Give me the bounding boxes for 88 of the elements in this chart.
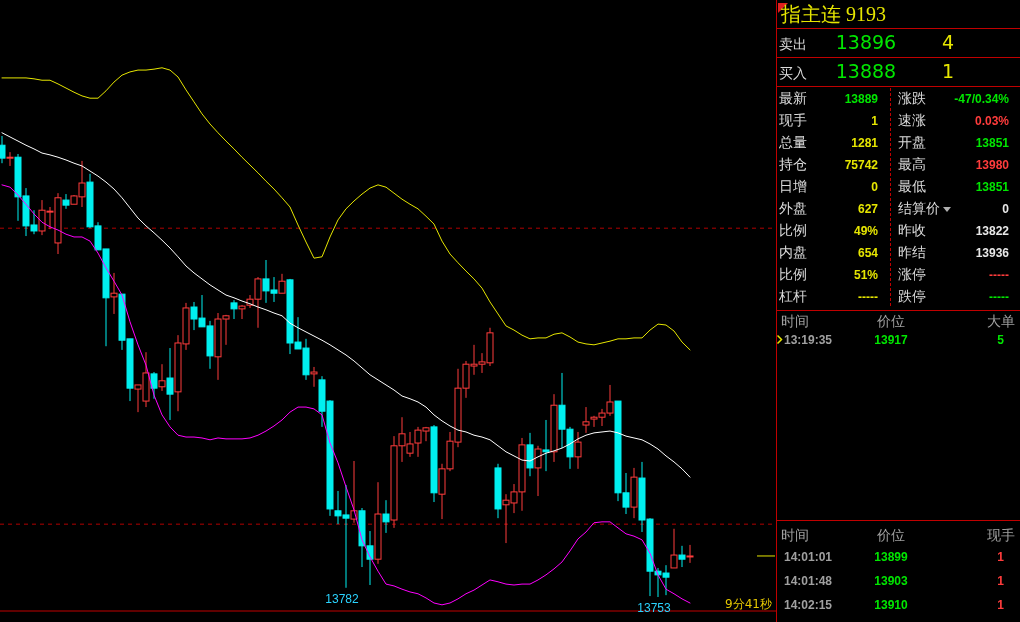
text: 13936: [975, 246, 1010, 260]
text: 最低: [898, 178, 926, 194]
text: 9分41秒: [725, 597, 772, 611]
text: 14:01:48: [784, 574, 833, 588]
candlestick: [278, 273, 286, 294]
candlestick: [670, 528, 678, 569]
text: 最新: [779, 90, 807, 106]
text: 指主连 9193: [780, 3, 886, 25]
candlestick: [350, 460, 358, 524]
candlestick: [310, 366, 318, 388]
text: -----: [858, 290, 878, 304]
text: 涨停: [898, 266, 926, 282]
text: 总量: [778, 134, 807, 150]
text: 13822: [975, 224, 1010, 238]
text: 0: [1002, 202, 1010, 216]
text: 4: [941, 31, 955, 53]
text: 654: [857, 246, 879, 260]
text: 14:01:01: [784, 550, 833, 564]
text: 13889: [844, 92, 879, 106]
text: 5: [997, 333, 1005, 347]
candlestick: [110, 272, 118, 315]
text: 跌停: [898, 288, 926, 304]
text: 1: [871, 114, 879, 128]
text: 昨收: [898, 222, 926, 238]
text: 627: [857, 202, 879, 216]
text: 价位: [876, 527, 905, 543]
candlestick: [534, 445, 542, 497]
candlestick: [158, 363, 166, 392]
candlestick: [0, 135, 6, 164]
text: 比例: [779, 266, 807, 282]
text: 外盘: [779, 200, 807, 216]
text: 昨结: [898, 244, 926, 260]
candlestick: [582, 406, 590, 434]
text: 速涨: [898, 112, 926, 128]
text: 杠杆: [778, 288, 807, 304]
text: 13899: [874, 550, 909, 564]
text: 持仓: [779, 156, 807, 172]
text: 结算价: [898, 200, 940, 216]
text: -----: [989, 290, 1009, 304]
text: 大单: [987, 313, 1015, 329]
text: 13980: [975, 158, 1010, 172]
candlestick: [678, 545, 686, 568]
text: 1281: [851, 136, 879, 150]
text: 1: [941, 60, 955, 82]
candlestick: [230, 299, 238, 320]
text: 1: [997, 598, 1005, 612]
text: 比例: [779, 222, 807, 238]
text: 卖出: [779, 36, 807, 52]
candlestick: [62, 193, 70, 210]
text: 49%: [853, 224, 879, 238]
candlestick: [686, 544, 694, 564]
candlestick: [542, 419, 550, 472]
text: 51%: [853, 268, 879, 282]
text: -47/0.34%: [954, 92, 1010, 106]
text: 现手: [987, 527, 1015, 543]
text: 日增: [779, 178, 807, 194]
candlestick: [6, 151, 14, 167]
text: 时间: [781, 527, 809, 543]
text: 13917: [874, 333, 909, 347]
text: 13888: [835, 60, 897, 82]
candlestick: [526, 432, 534, 477]
text: 13896: [835, 31, 897, 53]
text: 1: [997, 550, 1005, 564]
text: 买入: [779, 65, 807, 81]
annotation: 13753: [637, 601, 672, 615]
text: 涨跌: [898, 90, 926, 106]
text: 14:02:15: [784, 598, 833, 612]
annotation: 13782: [325, 591, 360, 606]
candlestick: [150, 371, 158, 400]
text: 1: [997, 574, 1005, 588]
candlestick: [166, 347, 174, 421]
text: 时间: [781, 313, 809, 329]
text: -----: [989, 268, 1009, 282]
text: 13903: [874, 574, 909, 588]
text: 现手: [779, 112, 807, 128]
text: 最高: [898, 156, 926, 172]
text: 0: [871, 180, 879, 194]
text: 开盘: [898, 134, 926, 150]
text: 0.03%: [974, 114, 1010, 128]
text: 价位: [876, 313, 905, 329]
text: 13:19:35: [784, 333, 833, 347]
candlestick: [382, 499, 390, 534]
text: 13851: [975, 180, 1010, 194]
candlestick: [574, 431, 582, 470]
text: 内盘: [779, 244, 807, 260]
text: 13851: [975, 136, 1010, 150]
text: 13910: [874, 598, 909, 612]
text: 75742: [844, 158, 879, 172]
